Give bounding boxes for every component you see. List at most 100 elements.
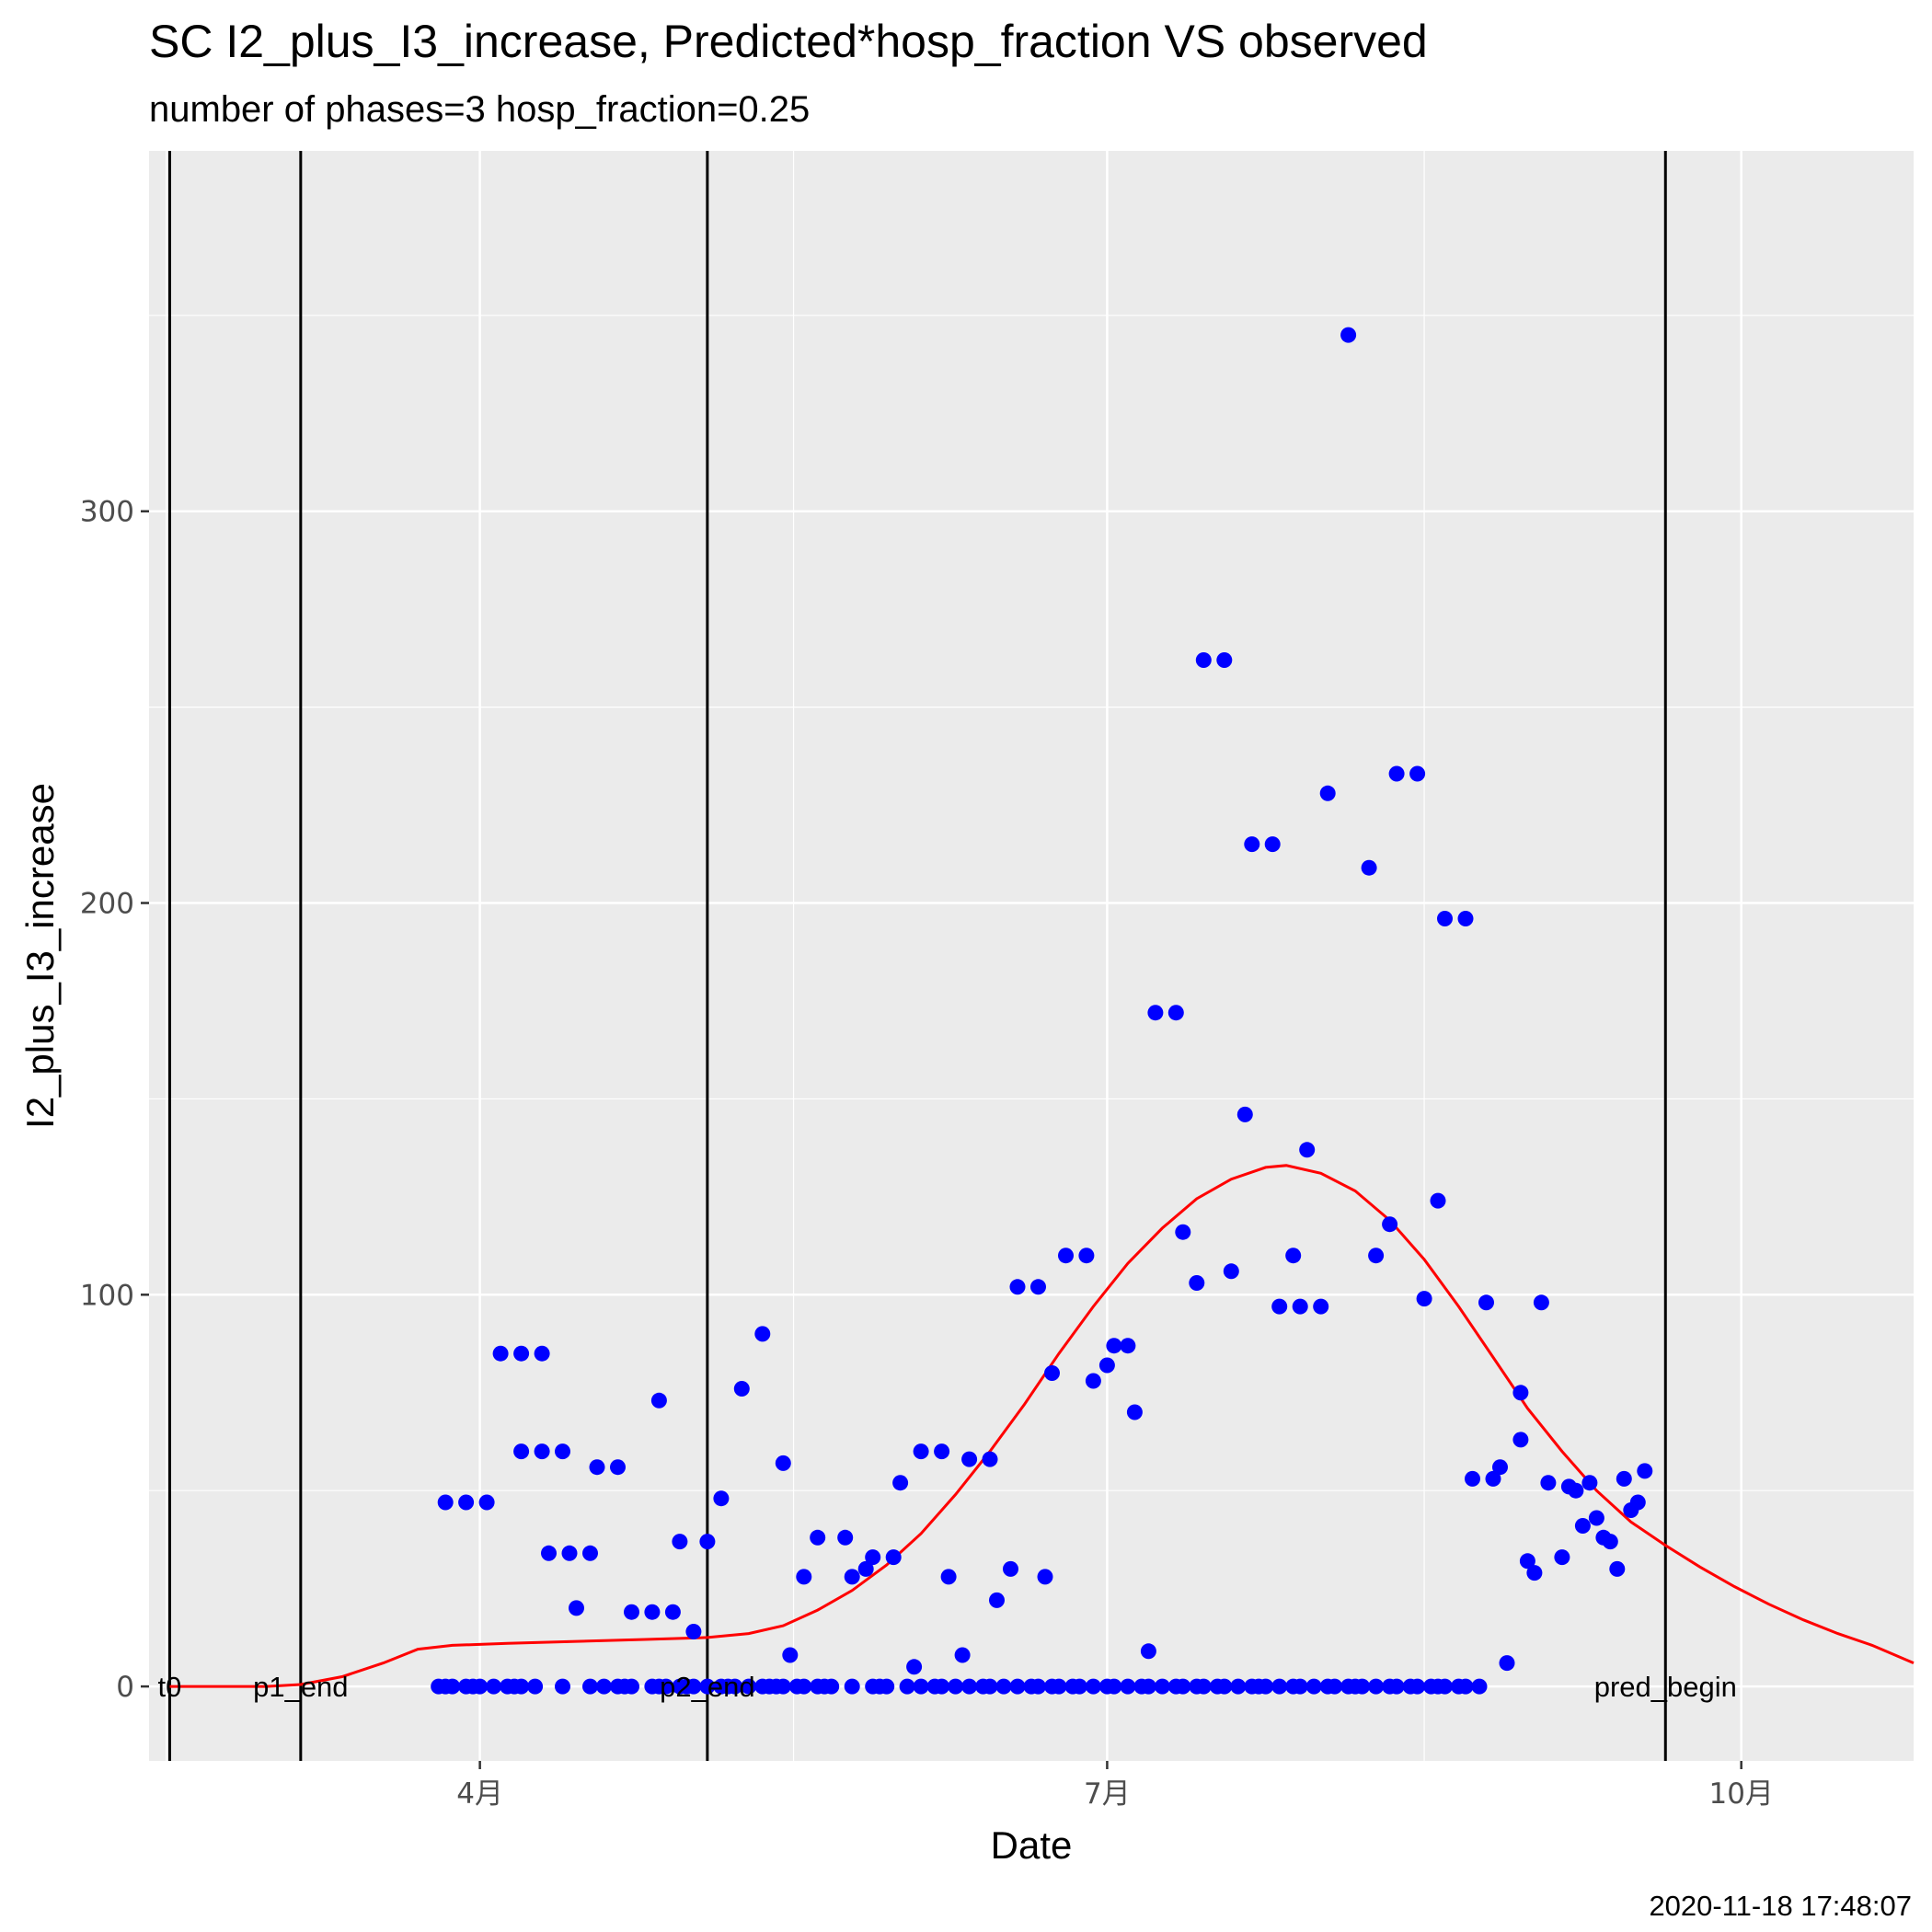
data-point	[458, 1494, 475, 1511]
data-point	[1037, 1569, 1053, 1585]
data-point	[913, 1443, 929, 1460]
data-point	[1388, 765, 1405, 782]
data-point	[1292, 1298, 1308, 1315]
data-point	[555, 1678, 570, 1695]
data-point	[796, 1678, 812, 1695]
data-point	[857, 1560, 874, 1577]
data-point	[1568, 1482, 1584, 1499]
data-point	[1313, 1298, 1329, 1315]
data-point	[1629, 1494, 1646, 1511]
data-point	[989, 1592, 1005, 1608]
data-point	[879, 1678, 895, 1695]
data-point	[1106, 1678, 1122, 1695]
data-point	[1271, 1298, 1288, 1315]
data-point	[486, 1678, 502, 1695]
data-point	[775, 1455, 791, 1471]
data-point	[1540, 1475, 1557, 1491]
data-point	[982, 1451, 998, 1467]
data-point	[1147, 1005, 1164, 1021]
data-point	[1512, 1385, 1529, 1401]
data-point	[1574, 1518, 1591, 1534]
data-point	[727, 1678, 743, 1695]
data-point	[1140, 1678, 1156, 1695]
data-point	[492, 1345, 509, 1362]
data-point	[1526, 1565, 1543, 1581]
data-point	[1437, 1678, 1453, 1695]
data-point	[940, 1569, 957, 1585]
data-point	[1292, 1678, 1308, 1695]
data-point	[1388, 1678, 1405, 1695]
x-tick-label: 7月	[1084, 1777, 1131, 1811]
data-point	[555, 1443, 570, 1460]
data-point	[534, 1443, 550, 1460]
grid-major	[149, 151, 1914, 1761]
data-point	[1616, 1470, 1632, 1487]
data-point	[885, 1549, 902, 1566]
data-point	[1581, 1475, 1598, 1491]
data-point	[472, 1678, 489, 1695]
data-point	[844, 1678, 860, 1695]
data-point	[1120, 1678, 1136, 1695]
data-point	[906, 1659, 923, 1675]
data-point	[1175, 1678, 1191, 1695]
data-point	[610, 1459, 626, 1476]
data-point	[754, 1326, 771, 1342]
data-point	[644, 1604, 661, 1620]
data-point	[534, 1345, 550, 1362]
data-point	[1554, 1549, 1570, 1566]
data-point	[741, 1678, 757, 1695]
data-point	[995, 1678, 1012, 1695]
data-point	[1120, 1338, 1136, 1354]
data-point	[865, 1549, 881, 1566]
data-point	[589, 1459, 605, 1476]
data-point	[1264, 836, 1281, 853]
data-point	[1030, 1678, 1046, 1695]
data-point	[1299, 1142, 1316, 1158]
x-tick-label: 10月	[1708, 1777, 1773, 1811]
data-point	[1519, 1553, 1535, 1570]
data-point	[650, 1392, 667, 1409]
data-point	[1175, 1224, 1191, 1240]
predicted-line	[169, 1164, 1915, 1688]
data-point	[1533, 1294, 1549, 1311]
grid-minor	[149, 151, 1914, 1761]
data-point	[582, 1545, 598, 1561]
data-point	[1058, 1248, 1074, 1264]
data-point	[1609, 1560, 1626, 1577]
phase-line-label: t0	[158, 1671, 182, 1703]
data-point	[1499, 1655, 1515, 1672]
data-point	[513, 1345, 530, 1362]
data-point	[913, 1678, 929, 1695]
data-point	[837, 1529, 854, 1546]
phase-line-label: p2_end	[660, 1671, 754, 1703]
data-point	[1327, 1678, 1343, 1695]
data-point	[624, 1604, 639, 1620]
x-axis: 4月 7月 10月	[456, 1761, 1774, 1811]
data-point	[541, 1545, 557, 1561]
data-point	[1140, 1643, 1156, 1660]
data-point	[733, 1381, 750, 1397]
data-point	[1216, 652, 1233, 668]
data-point	[1244, 836, 1260, 853]
y-tick-label: 300	[80, 496, 134, 529]
timestamp-caption: 2020-11-18 17:48:07	[1649, 1890, 1912, 1922]
x-axis-title: Date	[991, 1823, 1073, 1867]
data-point	[1030, 1279, 1046, 1295]
data-point	[982, 1678, 998, 1695]
phase-labels: t0 p1_end p2_end pred_begin	[158, 1671, 1737, 1703]
data-point	[810, 1529, 826, 1546]
data-point	[1230, 1678, 1247, 1695]
data-point	[961, 1451, 978, 1467]
data-point	[1078, 1248, 1095, 1264]
data-point	[1382, 1216, 1398, 1233]
y-tick-label: 200	[80, 888, 134, 921]
data-point	[1195, 652, 1212, 668]
data-point	[1223, 1263, 1239, 1280]
data-point	[1189, 1275, 1205, 1291]
data-point	[437, 1494, 454, 1511]
data-point	[1492, 1459, 1508, 1476]
data-point	[1009, 1279, 1026, 1295]
y-axis-title: I2_plus_I3_increase	[18, 783, 62, 1129]
data-point	[1071, 1678, 1087, 1695]
data-point	[569, 1600, 584, 1616]
